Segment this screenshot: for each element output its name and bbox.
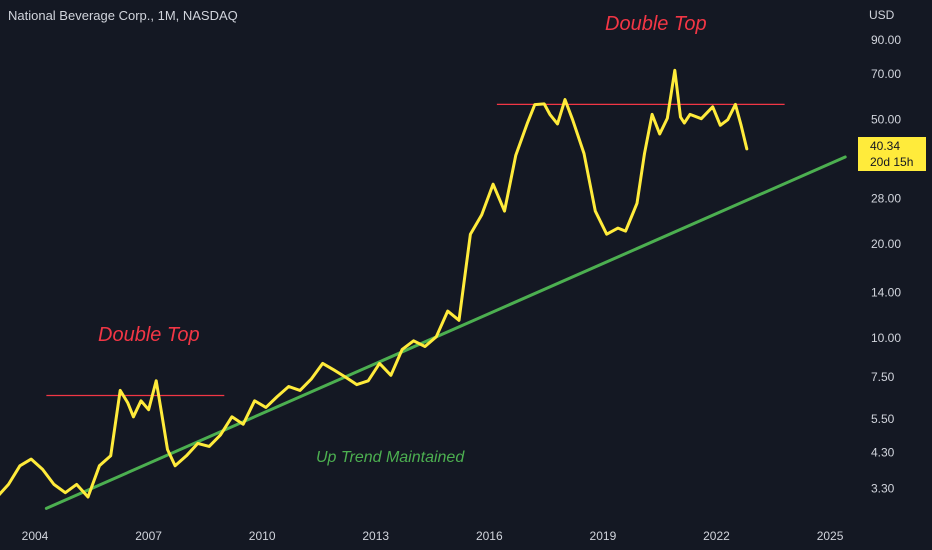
y-tick-label: 3.30 [871, 482, 895, 496]
y-tick-label: 5.50 [871, 412, 895, 426]
double-top-left-label: Double Top [98, 324, 200, 346]
x-tick-label: 2013 [362, 529, 389, 543]
x-tick-label: 2004 [22, 529, 49, 543]
last-price-value: 40.34 [870, 139, 901, 153]
y-tick-label: 20.00 [871, 237, 901, 251]
x-tick-label: 2010 [249, 529, 276, 543]
x-tick-label: 2007 [135, 529, 162, 543]
x-tick-label: 2016 [476, 529, 503, 543]
last-price-badge: 40.34 20d 15h [858, 137, 926, 171]
x-tick-label: 2019 [590, 529, 617, 543]
double-top-right-label: Double Top [605, 13, 707, 35]
x-tick-label: 2025 [817, 529, 844, 543]
y-tick-label: 28.00 [871, 191, 901, 205]
y-tick-label: 14.00 [871, 285, 901, 299]
y-tick-label: 50.00 [871, 113, 901, 127]
symbol-title: National Beverage Corp., 1M, NASDAQ [8, 8, 238, 23]
currency-label: USD [869, 8, 895, 22]
x-tick-label: 2022 [703, 529, 730, 543]
y-tick-label: 7.50 [871, 370, 895, 384]
y-tick-label: 10.00 [871, 331, 901, 345]
uptrend-label: Up Trend Maintained [316, 449, 465, 466]
trend-line [44, 155, 847, 510]
y-tick-label: 4.30 [871, 446, 895, 460]
y-tick-label: 70.00 [871, 67, 901, 81]
price-line [0, 68, 749, 499]
y-tick-label: 90.00 [871, 33, 901, 47]
bar-countdown: 20d 15h [870, 155, 914, 169]
